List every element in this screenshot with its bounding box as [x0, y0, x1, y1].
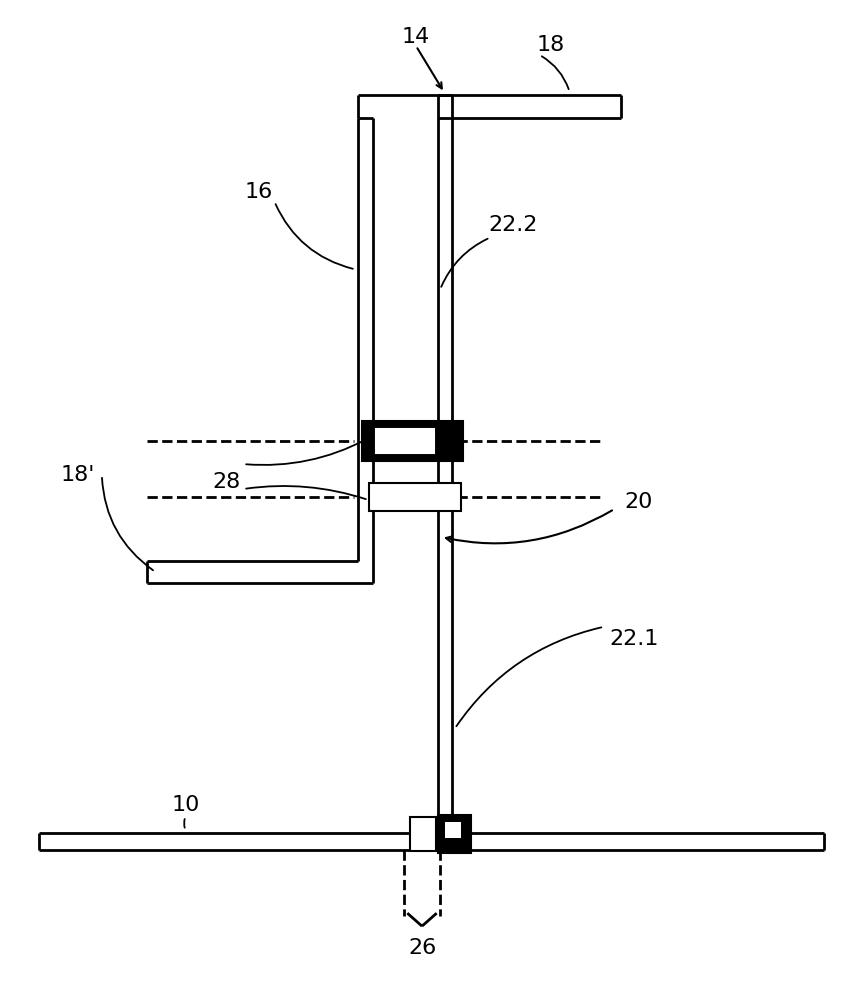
Text: 26: 26 — [408, 938, 436, 958]
Bar — [362, 421, 463, 461]
Bar — [376, 429, 434, 453]
Text: 16: 16 — [245, 182, 273, 202]
Text: 18: 18 — [537, 35, 564, 55]
Text: 10: 10 — [172, 795, 199, 815]
Text: 14: 14 — [402, 27, 430, 47]
Text: 18': 18' — [60, 465, 95, 485]
Text: 28: 28 — [212, 472, 240, 492]
Bar — [438, 815, 471, 853]
Text: 22.2: 22.2 — [488, 215, 539, 235]
Bar — [410, 817, 436, 851]
Bar — [369, 483, 461, 511]
Text: 22.1: 22.1 — [609, 629, 659, 649]
Text: 20: 20 — [625, 492, 652, 512]
Bar — [445, 822, 461, 838]
